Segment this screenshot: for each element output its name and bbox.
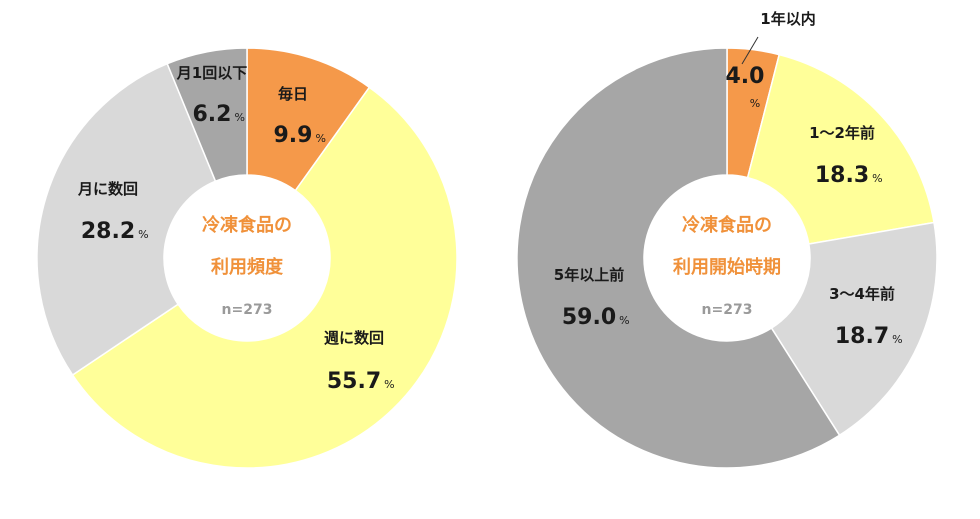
slice-label: 毎日 [278, 85, 308, 103]
center-title-line-1: 冷凍食品の [682, 214, 772, 236]
sample-size-label: n=273 [702, 302, 753, 318]
slice-3 [770, 221, 938, 437]
slice-2 [71, 86, 458, 469]
center-title-line-1: 冷凍食品の [202, 214, 292, 236]
slice-value-unit: % [234, 111, 244, 124]
slice-4 [516, 47, 841, 469]
slice-4 [166, 47, 248, 183]
slice-label: 月に数回 [77, 180, 138, 198]
slice-value-unit: % [872, 172, 882, 185]
slice-value-unit: % [750, 97, 760, 110]
slice-value: 6.2 [193, 102, 232, 127]
slice-value-unit: % [384, 378, 394, 391]
slice-value: 18.3 [815, 163, 869, 188]
slices [516, 47, 938, 469]
slices [36, 47, 458, 469]
slice-value: 59.0 [562, 305, 616, 330]
slice-label: 週に数回 [324, 329, 384, 347]
center-title-line-2: 利用頻度 [211, 256, 284, 278]
slice-label: 5年以上前 [554, 266, 624, 284]
sample-size-label: n=273 [222, 302, 273, 318]
center-title-line-2: 利用開始時期 [673, 256, 781, 278]
slice-value: 18.7 [835, 324, 889, 349]
donut-chart-usage-start: 1年以内 4.0% 1〜2年前 18.3 % 3〜4年前 18.7 % 5年以上前 59.0 % 冷凍… [516, 10, 938, 469]
slice-value-unit: % [892, 333, 902, 346]
slice-label: 月1回以下 [176, 64, 247, 82]
slice-2 [746, 53, 935, 245]
slice-label: 3〜4年前 [829, 285, 895, 303]
donut-chart-usage-frequency: 毎日 9.9 % 週に数回 55.7 % 月に数回 28.2 % 月1回以下 6.2 % 冷凍食品の利用… [36, 47, 458, 469]
slice-value: 55.7 [327, 369, 381, 394]
slice-label: 1年以内 [760, 10, 815, 28]
slice-value: 9.9 [274, 123, 313, 148]
slice-value-unit: % [315, 132, 325, 145]
slice-value: 28.2 [81, 219, 135, 244]
leader-line [741, 36, 759, 65]
slice-3 [36, 62, 217, 376]
slice-value: 4.0 [726, 64, 765, 89]
slice-label: 1〜2年前 [809, 124, 875, 142]
slice-value-unit: % [138, 228, 148, 241]
slice-value-unit: % [619, 314, 629, 327]
